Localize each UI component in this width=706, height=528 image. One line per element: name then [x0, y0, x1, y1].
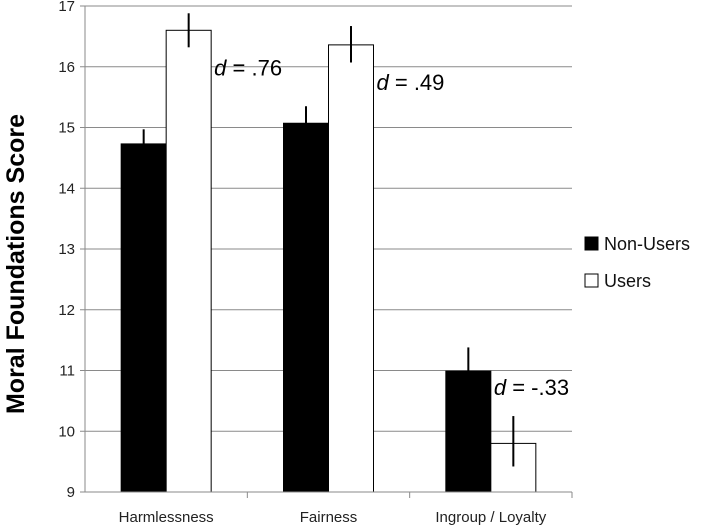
y-tick-label: 14	[58, 180, 75, 197]
effect-size-symbol: d	[494, 375, 507, 400]
y-tick-label: 9	[67, 484, 75, 501]
legend-label-non-users: Non-Users	[604, 234, 690, 254]
error-bars	[142, 13, 515, 467]
bar-users-0	[165, 29, 212, 493]
effect-size-annotations: d = .76d = .49d = -.33	[214, 55, 569, 400]
effect-size-annotation: d = -.33	[494, 375, 569, 400]
legend: Non-Users Users	[584, 234, 690, 291]
bar-users-2	[490, 442, 537, 493]
y-axis-label: Moral Foundations Score	[2, 114, 30, 414]
legend-label-users: Users	[604, 271, 651, 291]
bar-non-users-0	[120, 143, 167, 493]
category-label: Harmlessness	[119, 509, 214, 526]
y-tick-label: 10	[58, 423, 75, 440]
bars	[120, 29, 537, 493]
effect-size-annotation: d = .49	[377, 70, 445, 95]
y-tick-label: 12	[58, 302, 75, 319]
effect-size-value: = .49	[389, 70, 445, 95]
effect-size-symbol: d	[377, 70, 390, 95]
bar-non-users-1	[283, 122, 329, 493]
legend-swatch-users	[584, 273, 599, 288]
category-labels: Harmlessness Fairness Ingroup / Loyalty	[119, 492, 573, 526]
effect-size-annotation: d = .76	[214, 55, 282, 80]
legend-swatch-non-users	[584, 236, 599, 251]
y-tick-label: 11	[59, 363, 75, 380]
y-axis-ticks: 9 10 11 12 13 14 15 16 17	[58, 0, 85, 501]
category-label: Ingroup / Loyalty	[435, 509, 546, 526]
effect-size-value: = .76	[226, 55, 282, 80]
effect-size-symbol: d	[214, 55, 227, 80]
bar-users-1	[328, 44, 374, 493]
y-tick-label: 15	[58, 120, 75, 137]
y-tick-label: 13	[58, 241, 75, 258]
y-tick-label: 16	[58, 59, 75, 76]
category-label: Fairness	[300, 509, 358, 526]
effect-size-value: = -.33	[506, 375, 569, 400]
y-tick-label: 17	[58, 0, 75, 15]
